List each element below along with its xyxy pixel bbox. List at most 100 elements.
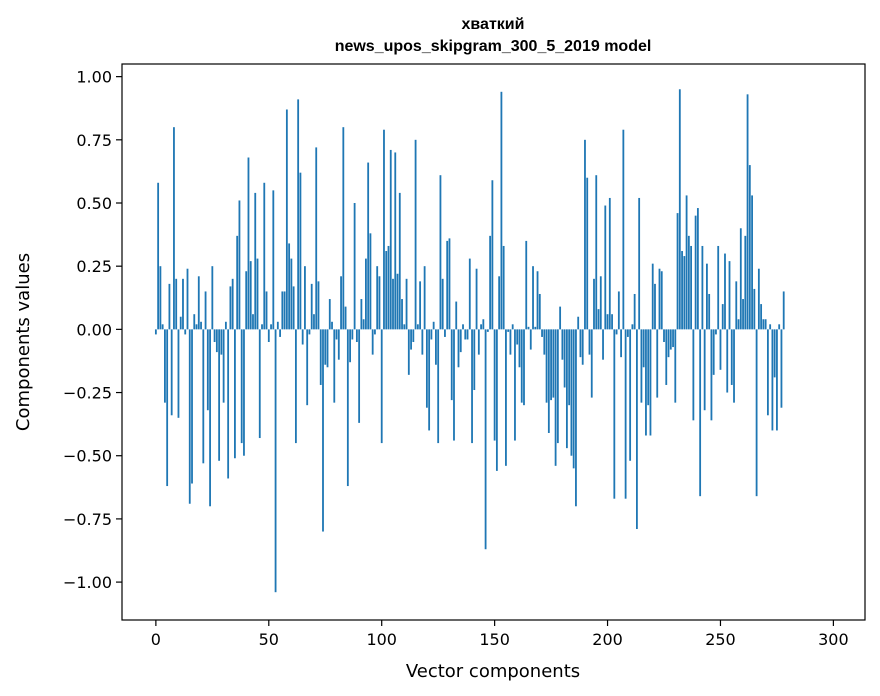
bar [588,329,591,355]
bar [353,203,356,330]
y-tick-label: 0.75 [76,131,112,150]
bar [290,258,293,330]
bar [672,329,674,348]
bar [310,283,313,330]
bar [265,291,268,330]
bar [681,251,683,330]
bar [351,329,354,340]
bar [728,261,731,330]
bar [701,245,704,330]
bar [721,304,724,330]
bar [272,190,275,330]
bar [764,319,767,330]
bar [696,208,699,330]
bar [647,329,650,406]
bar [538,293,541,330]
bar [279,329,281,337]
bar [306,329,309,406]
bar [383,129,385,330]
y-tick-label: 0.50 [76,194,112,213]
bar [762,319,765,330]
bar [706,263,708,330]
bar [444,329,446,337]
bar [362,319,365,330]
bar [168,283,171,330]
bar [186,268,189,330]
bar [315,147,318,330]
bar [283,291,286,330]
bar [545,329,548,403]
bar [491,180,494,330]
bar [367,162,370,330]
bar [633,293,636,330]
bar [730,329,733,385]
bar [674,329,677,403]
bar [430,329,433,340]
bar [622,129,625,330]
bar [710,329,713,421]
bar [464,329,467,340]
bar [642,329,645,368]
bar [532,266,534,330]
bar [500,91,503,330]
bar [694,215,697,330]
bar [270,324,272,330]
bar [455,301,458,330]
bar [328,299,331,330]
bar [712,329,715,375]
bar [516,329,519,345]
bar [486,329,489,332]
bar [676,213,679,330]
bar [626,329,629,337]
bar [285,109,288,330]
bar [511,324,514,330]
bar [699,329,702,497]
chart-title-line2: news_upos_skipgram_300_5_2019 model [335,38,652,55]
bar [579,329,582,358]
bar [457,329,460,368]
bar [581,329,584,365]
bar [493,329,496,441]
bar [276,321,279,330]
bar [724,253,726,330]
bar [771,329,774,431]
bar [477,329,480,355]
bar [175,278,178,330]
x-tick-label: 100 [366,630,397,649]
bar [498,276,501,330]
bar [590,329,593,398]
bar [599,276,602,330]
bar [737,319,740,330]
bar [365,258,367,330]
chart-title-line1: хваткий [462,16,525,33]
bar [595,175,598,330]
bar [690,245,693,330]
bar [663,329,665,342]
bar [636,329,638,530]
bar [509,329,512,355]
bar [746,94,749,330]
bar [514,329,516,441]
bar [462,324,464,330]
bar [258,329,261,439]
bar [324,329,327,365]
bar [468,258,471,330]
bar [412,329,415,342]
bar [335,329,338,340]
bar [760,304,763,330]
bar [331,321,333,330]
bar [776,329,778,431]
bar [602,329,604,360]
bar [638,197,641,330]
bar [703,329,706,411]
x-tick-label: 300 [818,630,849,649]
bar [597,309,600,330]
bar [403,324,406,330]
x-axis-label: Vector components [406,661,580,682]
y-tick-label: −0.75 [63,510,112,529]
bar [191,329,193,484]
bar [211,266,214,330]
bar [751,195,753,330]
bar [708,293,711,330]
bar [554,329,557,466]
